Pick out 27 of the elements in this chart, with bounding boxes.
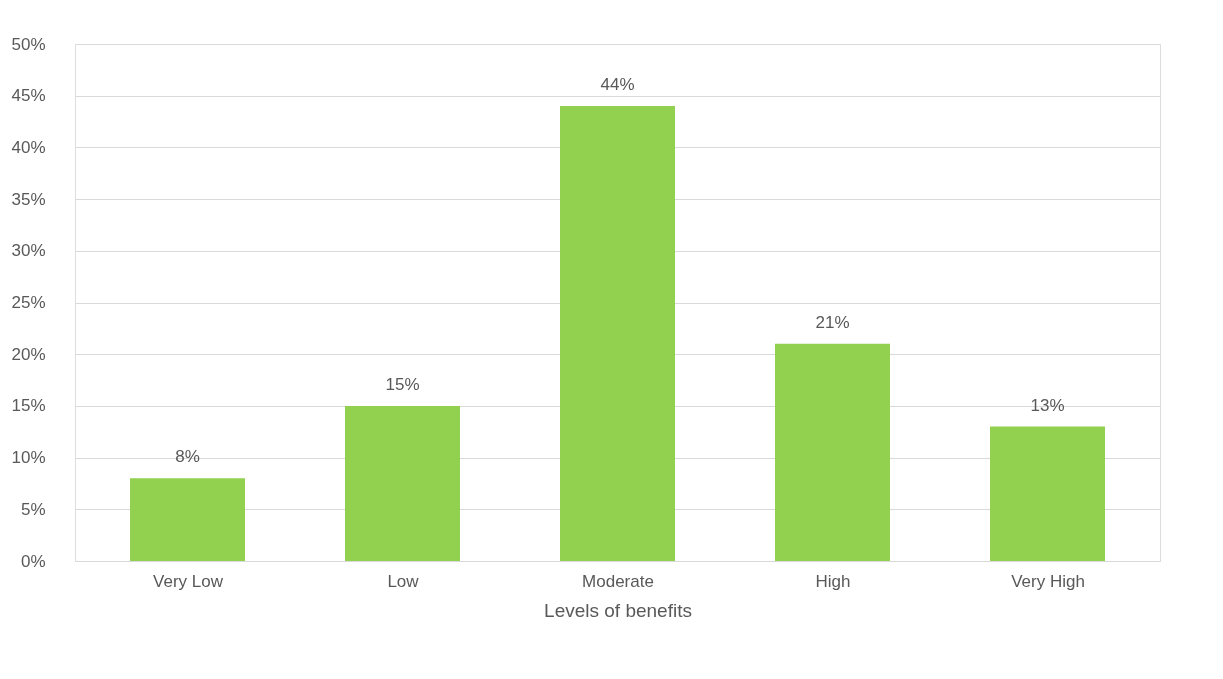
- bar: [345, 405, 460, 561]
- data-label: 21%: [815, 312, 850, 332]
- x-tick-label: Very High: [1011, 571, 1085, 591]
- y-tick-label: 10%: [11, 448, 46, 468]
- bar: [130, 478, 245, 561]
- y-tick-label: 40%: [11, 137, 46, 157]
- y-tick-label: 25%: [11, 293, 46, 312]
- x-tick-label: Very Low: [153, 571, 224, 591]
- y-tick-label: 20%: [11, 344, 46, 364]
- y-tick-label: 35%: [11, 189, 46, 209]
- y-tick-label: 30%: [11, 241, 46, 261]
- x-tick-label: Low: [387, 571, 420, 591]
- data-label: 13%: [1030, 395, 1065, 415]
- y-tick-label: 0%: [20, 551, 46, 571]
- bar: [775, 343, 890, 561]
- y-tick-label: 50%: [11, 34, 46, 54]
- y-tick-label: 45%: [11, 86, 46, 106]
- bar: [560, 106, 675, 561]
- data-label: 15%: [385, 374, 420, 394]
- data-label: 44%: [600, 75, 635, 95]
- x-tick-label: High: [815, 571, 851, 591]
- x-axis-title: Levels of benefits: [544, 599, 692, 621]
- y-tick-label: 15%: [11, 396, 46, 416]
- x-tick-label: Moderate: [582, 571, 654, 591]
- bar: [990, 426, 1105, 561]
- data-label: 8%: [175, 447, 200, 467]
- y-tick-label: 5%: [20, 499, 46, 519]
